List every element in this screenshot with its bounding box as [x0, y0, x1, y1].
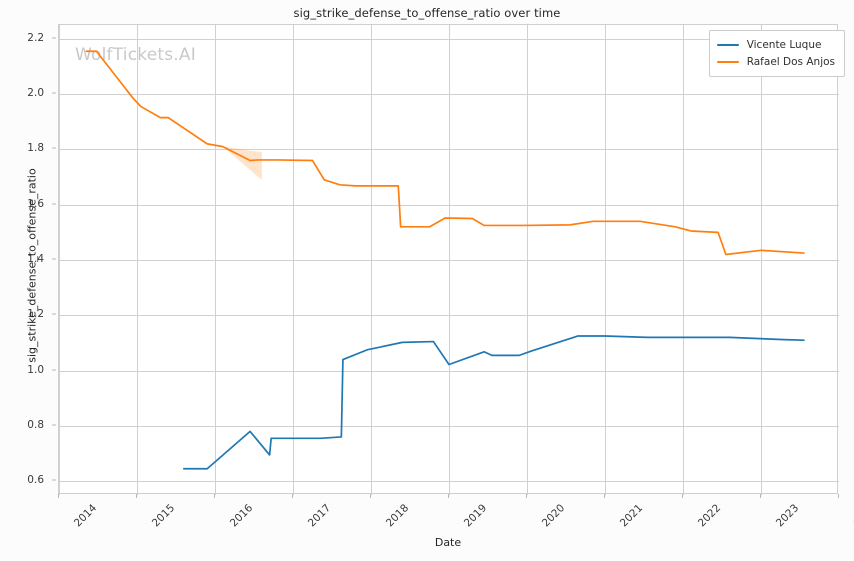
- legend-entry-vicente-luque[interactable]: Vicente Luque: [716, 36, 835, 53]
- x-tick-mark: [604, 494, 605, 498]
- x-tick-label: 2021: [617, 502, 646, 530]
- y-axis-tick-labels: 0.6 0.8 1.0 1.2 1.4 1.6 1.8 2.0 2.2: [0, 24, 56, 494]
- x-tick-mark: [214, 494, 215, 498]
- y-tick-label: 1.0: [27, 363, 44, 376]
- x-tick-label: 2020: [539, 502, 568, 530]
- x-axis-label: Date: [434, 536, 462, 549]
- x-tick-mark: [448, 494, 449, 498]
- y-axis-label: sig_strike_defense_to_offense_ratio: [25, 168, 39, 363]
- y-tick-label: 0.8: [27, 418, 44, 431]
- x-tick-label: 2015: [149, 502, 178, 530]
- x-tick-mark: [58, 494, 59, 498]
- y-tick-mark: [52, 313, 56, 315]
- y-tick-mark: [52, 369, 56, 371]
- y-tick-label: 1.8: [27, 142, 44, 155]
- legend-entry-rafael-dos-anjos[interactable]: Rafael Dos Anjos: [716, 53, 835, 70]
- x-tick-label: 2018: [383, 502, 412, 530]
- legend-line-swatch: [716, 43, 739, 46]
- chart-title: sig_strike_defense_to_offense_ratio over…: [293, 6, 561, 20]
- x-tick-label: 2016: [227, 502, 256, 530]
- y-tick-label: 1.4: [27, 253, 44, 265]
- y-tick-label: 2.2: [27, 31, 44, 44]
- y-tick-mark: [52, 203, 56, 205]
- x-tick-mark: [526, 494, 527, 498]
- legend-label: Rafael Dos Anjos: [746, 55, 835, 68]
- legend-label: Vicente Luque: [746, 38, 822, 51]
- chart-legend[interactable]: Vicente Luque Rafael Dos Anjos: [708, 30, 845, 77]
- legend-line-swatch: [716, 60, 739, 63]
- grid-layer: [59, 25, 839, 495]
- x-tick-mark: [838, 494, 839, 498]
- y-tick-label: 0.6: [27, 474, 44, 487]
- series-line-rafael-dos-anjos: [85, 50, 805, 256]
- y-tick-mark: [52, 37, 56, 39]
- y-tick-mark: [52, 424, 56, 426]
- y-tick-mark: [52, 479, 56, 481]
- x-tick-mark: [370, 494, 371, 498]
- x-tick-mark: [292, 494, 293, 498]
- x-axis-tick-labels: 2014 2015 2016 2017 2018 2019 2020 2021 2022 2023…: [58, 494, 854, 540]
- x-tick-label: 2019: [461, 502, 490, 530]
- y-tick-label: 2.0: [27, 87, 44, 100]
- y-tick-label: 1.6: [27, 197, 44, 210]
- plot-area: WolfTickets.AI: [58, 24, 839, 495]
- x-tick-label: 2022: [695, 502, 724, 530]
- y-tick-mark: [52, 258, 56, 260]
- x-tick-label: 2023: [773, 502, 802, 530]
- x-tick-mark: [136, 494, 137, 498]
- y-tick-label: 1.2: [27, 308, 44, 321]
- y-tick-mark: [52, 92, 56, 94]
- x-tick-label: 2014: [71, 502, 100, 530]
- data-layer: [59, 25, 837, 493]
- x-tick-mark: [682, 494, 683, 498]
- x-tick-mark: [760, 494, 761, 498]
- x-tick-label: 2017: [305, 502, 334, 530]
- series-line-vicente-luque: [182, 335, 805, 470]
- y-tick-mark: [52, 147, 56, 149]
- uncertainty-band: [222, 146, 262, 180]
